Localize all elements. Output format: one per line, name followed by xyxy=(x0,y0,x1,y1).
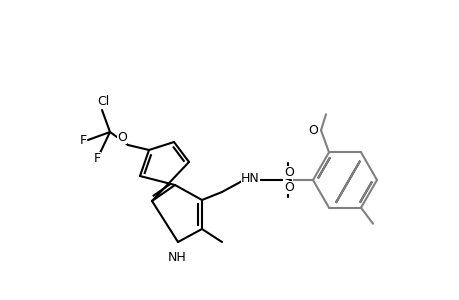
Text: S: S xyxy=(282,173,292,187)
Text: O: O xyxy=(117,131,127,144)
Text: Cl: Cl xyxy=(97,95,109,108)
Text: F: F xyxy=(94,152,101,165)
Text: NH: NH xyxy=(167,251,186,264)
Text: HN: HN xyxy=(241,172,259,185)
Text: O: O xyxy=(308,124,317,137)
Text: O: O xyxy=(284,181,293,194)
Text: O: O xyxy=(284,166,293,179)
Text: F: F xyxy=(80,134,87,146)
